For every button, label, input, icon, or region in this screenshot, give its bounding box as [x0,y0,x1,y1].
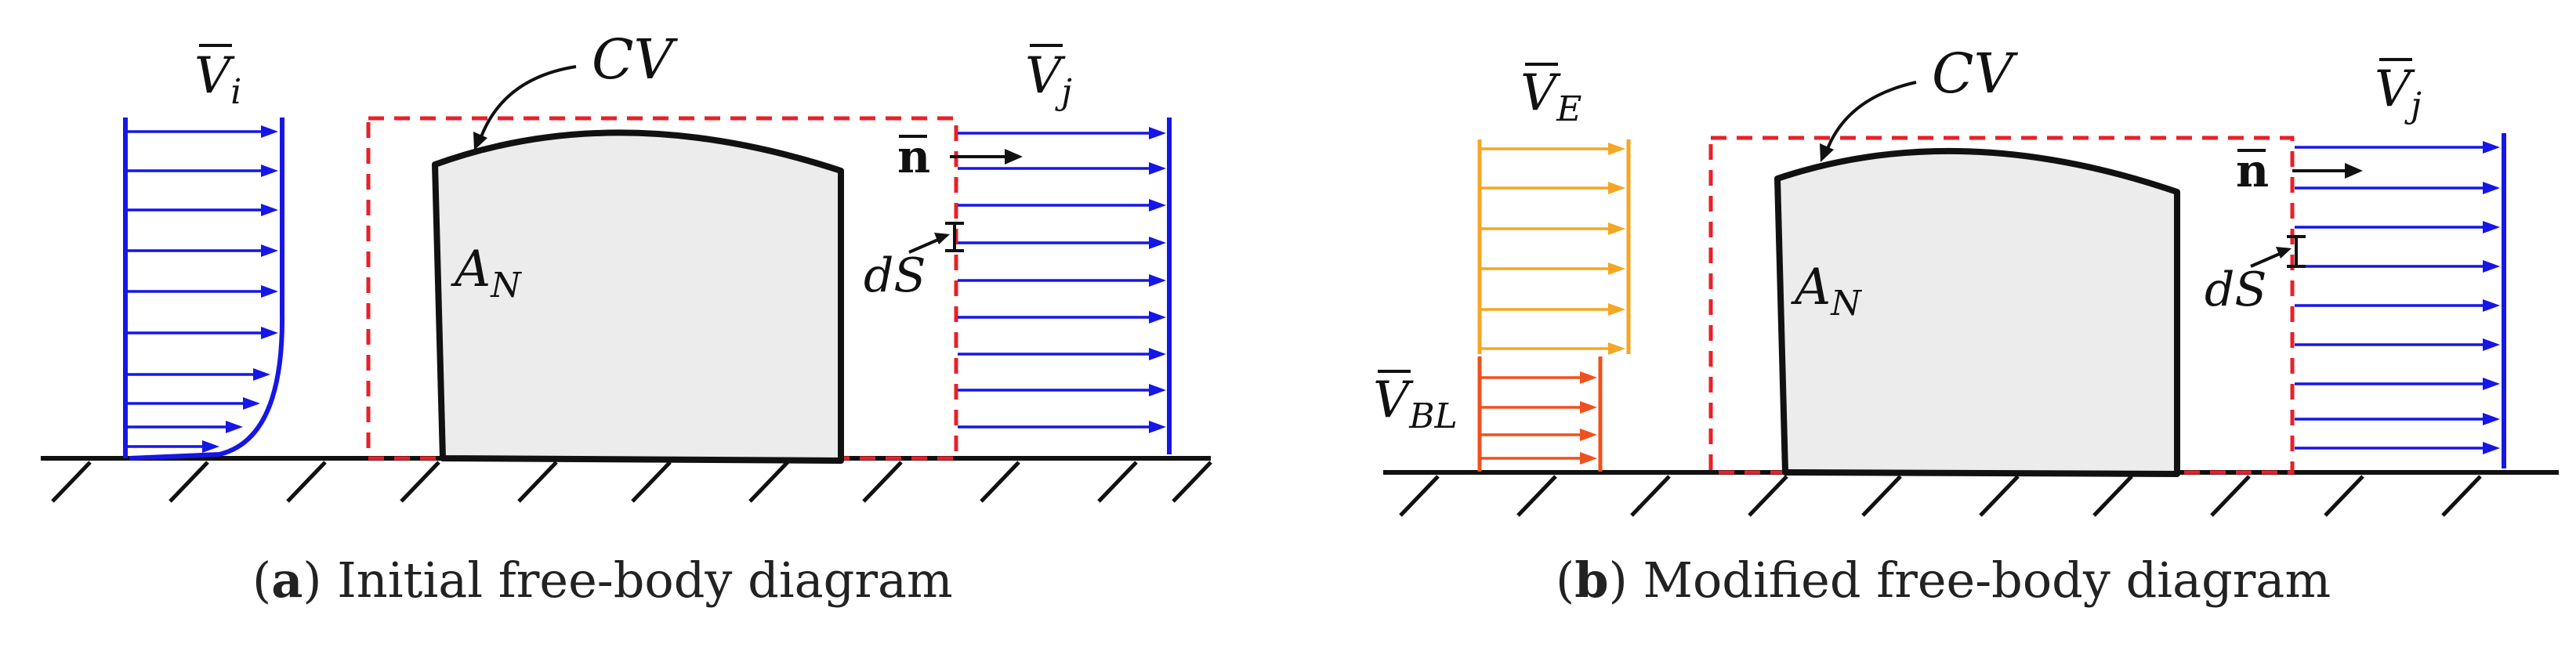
hatch-a-2 [286,461,327,503]
jet-velocity-profile-a [958,118,1172,454]
inlet-profile-envelope [129,118,285,461]
jet-b-arrow-5-head [2483,338,2500,351]
hatch-a-3 [400,461,440,503]
cv-pointer-head-b [1820,143,1834,162]
hatch-a-1 [168,461,209,503]
hatch-b-8 [2324,475,2364,517]
inlet-arrow-9-head [202,440,219,453]
hatch-a-5 [631,461,672,503]
inlet-arrow-7-head [243,397,260,410]
surface-element-arrow-head-a [934,233,950,244]
inlet-arrow-1-head [261,165,278,177]
jet-a-arrow-7-head [1149,384,1166,396]
hatch-a-8 [980,461,1020,503]
hatch-b-4 [1861,475,1902,517]
inlet-arrow-8-head [226,421,243,433]
edge-arrow-4-head [1608,303,1625,316]
panel-b: VE VBL CV AN n dS Vj (b) Modified free-b… [1373,42,2559,609]
hatch-b-7 [2210,475,2251,517]
jet-b-arrow-3-head [2483,260,2500,273]
edge-arrow-2-head [1608,222,1625,235]
inlet-arrow-4-head [261,285,278,298]
cv-pointer-head-a [473,132,487,150]
edge-arrow-1-head [1608,182,1625,194]
control-volume-b [1708,136,2295,475]
area-label-a: AN [451,241,522,306]
hatch-b-5 [1979,475,2020,517]
jet-a-arrow-5-head [1149,311,1166,324]
jet-velocity-profile-b [2295,133,2506,468]
cv-pointer-arrow-b [1824,81,1917,154]
hatch-b-0 [1399,475,1440,517]
edge-velocity-profile [1477,139,1631,355]
hatch-b-6 [2092,475,2133,517]
hatch-b-9 [2441,475,2482,517]
normal-arrow-head-b [2345,163,2363,179]
normal-arrow-head-a [1005,149,1023,165]
jet-b-arrow-7-head [2483,413,2500,425]
inlet-velocity-label: Vi [194,47,241,112]
body-shape-b [1774,147,2180,477]
jet-a-arrow-0-head [1149,127,1166,139]
bl-arrow-3-head [1580,452,1597,465]
inlet-arrow-6-head [253,368,270,381]
jet-b-arrow-4-head [2483,299,2500,312]
bl-arrow-1-head [1580,401,1597,414]
jet-a-arrow-8-head [1149,421,1166,433]
jet-a-arrow-2-head [1149,199,1166,212]
surface-element-label-a: dS [864,248,926,303]
caption-a: (a) Initial free-body diagram [252,552,953,609]
jet-b-arrow-2-head [2483,221,2500,233]
jet-a-arrow-3-head [1149,237,1166,249]
inlet-arrow-0-head [261,125,278,138]
jet-a-arrow-1-head [1149,162,1166,175]
inlet-velocity-profile [123,118,285,461]
hatch-b-3 [1748,475,1788,517]
panel-a: Vi CV AN n dS Vj (a) Initial free-body d… [41,27,1212,609]
edge-arrow-3-head [1608,262,1625,275]
boundary-layer-velocity-label: VBL [1373,371,1458,436]
hatch-b-2 [1630,475,1671,517]
hatch-a-9 [1097,461,1138,503]
jet-b-arrow-8-head [2483,442,2500,454]
jet-b-arrow-6-head [2483,378,2500,390]
jet-a-arrow-6-head [1149,348,1166,360]
hatch-a-6 [748,461,789,503]
inlet-arrow-2-head [261,204,278,216]
ground-hatching-b [1399,475,2482,517]
control-volume-label-a: CV [592,27,679,92]
ground-hatching-a [51,461,1212,503]
jet-velocity-label-b: Vj [2375,60,2422,125]
bl-arrow-2-head [1580,429,1597,441]
edge-velocity-label: VE [1520,64,1581,129]
body-shape-a [432,129,844,464]
hatch-a-4 [517,461,558,503]
jet-a-arrow-4-head [1149,274,1166,287]
hatch-b-1 [1516,475,1557,517]
control-volume-label-b: CV [1932,42,2019,106]
area-label-b: AN [1791,259,1862,324]
edge-arrow-0-head [1608,143,1625,155]
normal-label-b: n [2236,144,2269,197]
boundary-layer-profile [1477,356,1603,472]
hatch-a-7 [862,461,903,503]
normal-label-a: n [897,130,930,183]
cv-pointer-arrow-a [478,65,577,142]
surface-element-label-b: dS [2205,262,2267,317]
bl-arrow-0-head [1580,371,1597,384]
caption-b: (b) Modified free-body diagram [1556,552,2331,609]
hatch-a-0 [51,461,92,503]
hatch-a-10 [1172,461,1212,503]
inlet-arrow-5-head [261,327,278,339]
jet-b-arrow-1-head [2483,182,2500,194]
surface-element-arrow-head-b [2276,247,2292,259]
edge-arrow-5-head [1608,342,1625,355]
jet-b-arrow-0-head [2483,141,2500,154]
jet-velocity-label-a: Vj [1025,47,1072,112]
inlet-arrow-3-head [261,244,278,257]
